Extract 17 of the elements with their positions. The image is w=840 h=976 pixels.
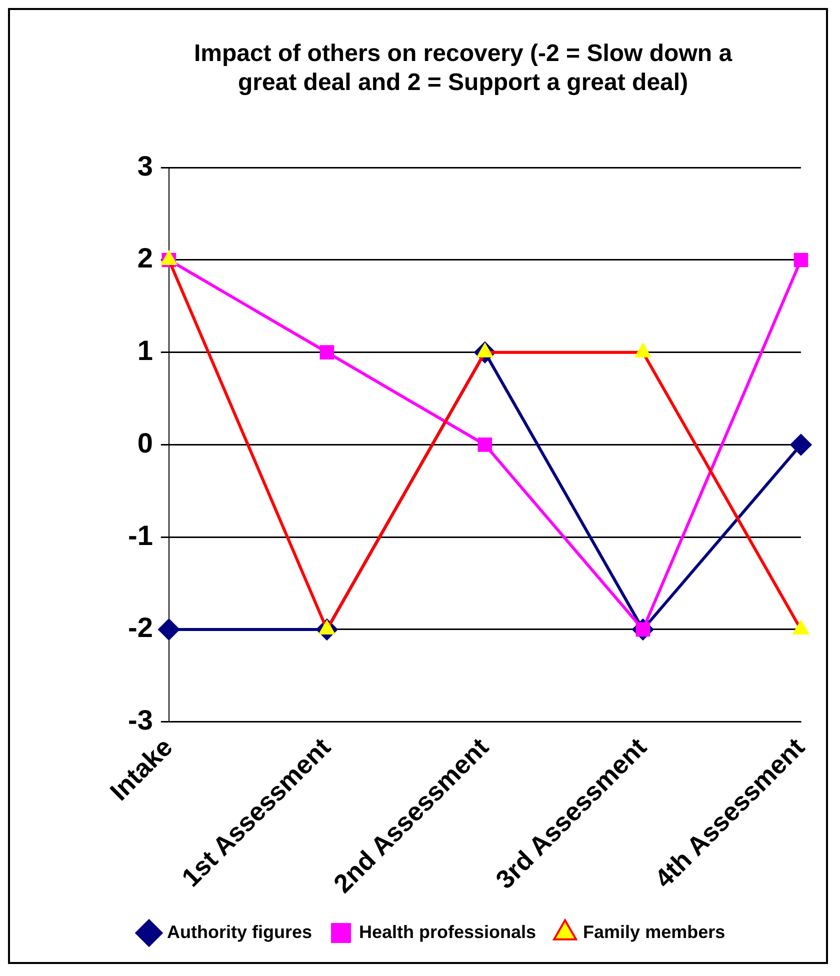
point [320, 345, 334, 360]
legend-label: Health professionals [359, 922, 536, 942]
y-tick-label: -3 [128, 704, 153, 736]
legend-label: Family members [583, 922, 726, 942]
legend-label: Authority figures [167, 922, 312, 942]
y-tick-label: 3 [137, 150, 153, 182]
point [158, 618, 180, 640]
point [794, 252, 808, 268]
point [478, 438, 492, 452]
text: Impact of others on recovery (-2 = Slow down a [194, 40, 732, 68]
y-tick-label: 0 [137, 427, 153, 458]
y-tick-label: 2 [137, 242, 153, 274]
point [790, 434, 812, 456]
text: great deal and 2 = Support a great deal) [238, 68, 688, 96]
y-tick-label: -1 [128, 520, 153, 551]
y-tick-label: -2 [128, 612, 153, 644]
y-tick-label: 1 [137, 335, 153, 366]
